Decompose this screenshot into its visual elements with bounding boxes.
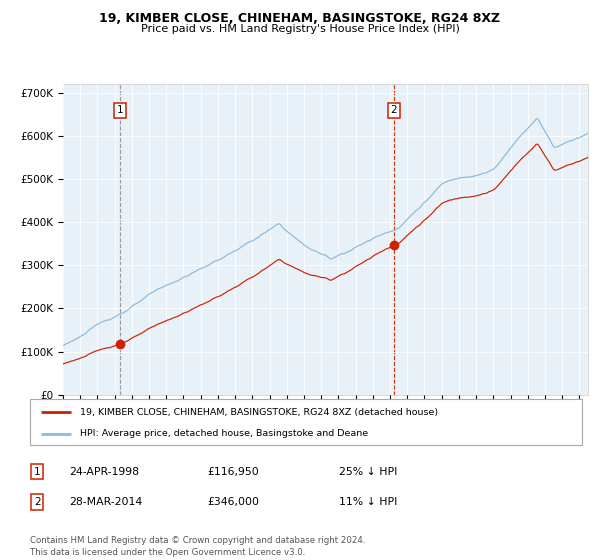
Text: 19, KIMBER CLOSE, CHINEHAM, BASINGSTOKE, RG24 8XZ (detached house): 19, KIMBER CLOSE, CHINEHAM, BASINGSTOKE,…	[80, 408, 438, 417]
Text: 1: 1	[116, 105, 123, 115]
Text: 24-APR-1998: 24-APR-1998	[69, 466, 139, 477]
Text: £116,950: £116,950	[207, 466, 259, 477]
Text: £346,000: £346,000	[207, 497, 259, 507]
FancyBboxPatch shape	[30, 399, 582, 445]
Text: 25% ↓ HPI: 25% ↓ HPI	[339, 466, 397, 477]
Text: 11% ↓ HPI: 11% ↓ HPI	[339, 497, 397, 507]
Text: 19, KIMBER CLOSE, CHINEHAM, BASINGSTOKE, RG24 8XZ: 19, KIMBER CLOSE, CHINEHAM, BASINGSTOKE,…	[100, 12, 500, 25]
Text: 2: 2	[34, 497, 41, 507]
Text: 1: 1	[34, 466, 41, 477]
Text: 28-MAR-2014: 28-MAR-2014	[69, 497, 142, 507]
Text: Contains HM Land Registry data © Crown copyright and database right 2024.
This d: Contains HM Land Registry data © Crown c…	[30, 536, 365, 557]
Text: HPI: Average price, detached house, Basingstoke and Deane: HPI: Average price, detached house, Basi…	[80, 429, 368, 438]
Text: 2: 2	[391, 105, 397, 115]
Text: Price paid vs. HM Land Registry's House Price Index (HPI): Price paid vs. HM Land Registry's House …	[140, 24, 460, 34]
